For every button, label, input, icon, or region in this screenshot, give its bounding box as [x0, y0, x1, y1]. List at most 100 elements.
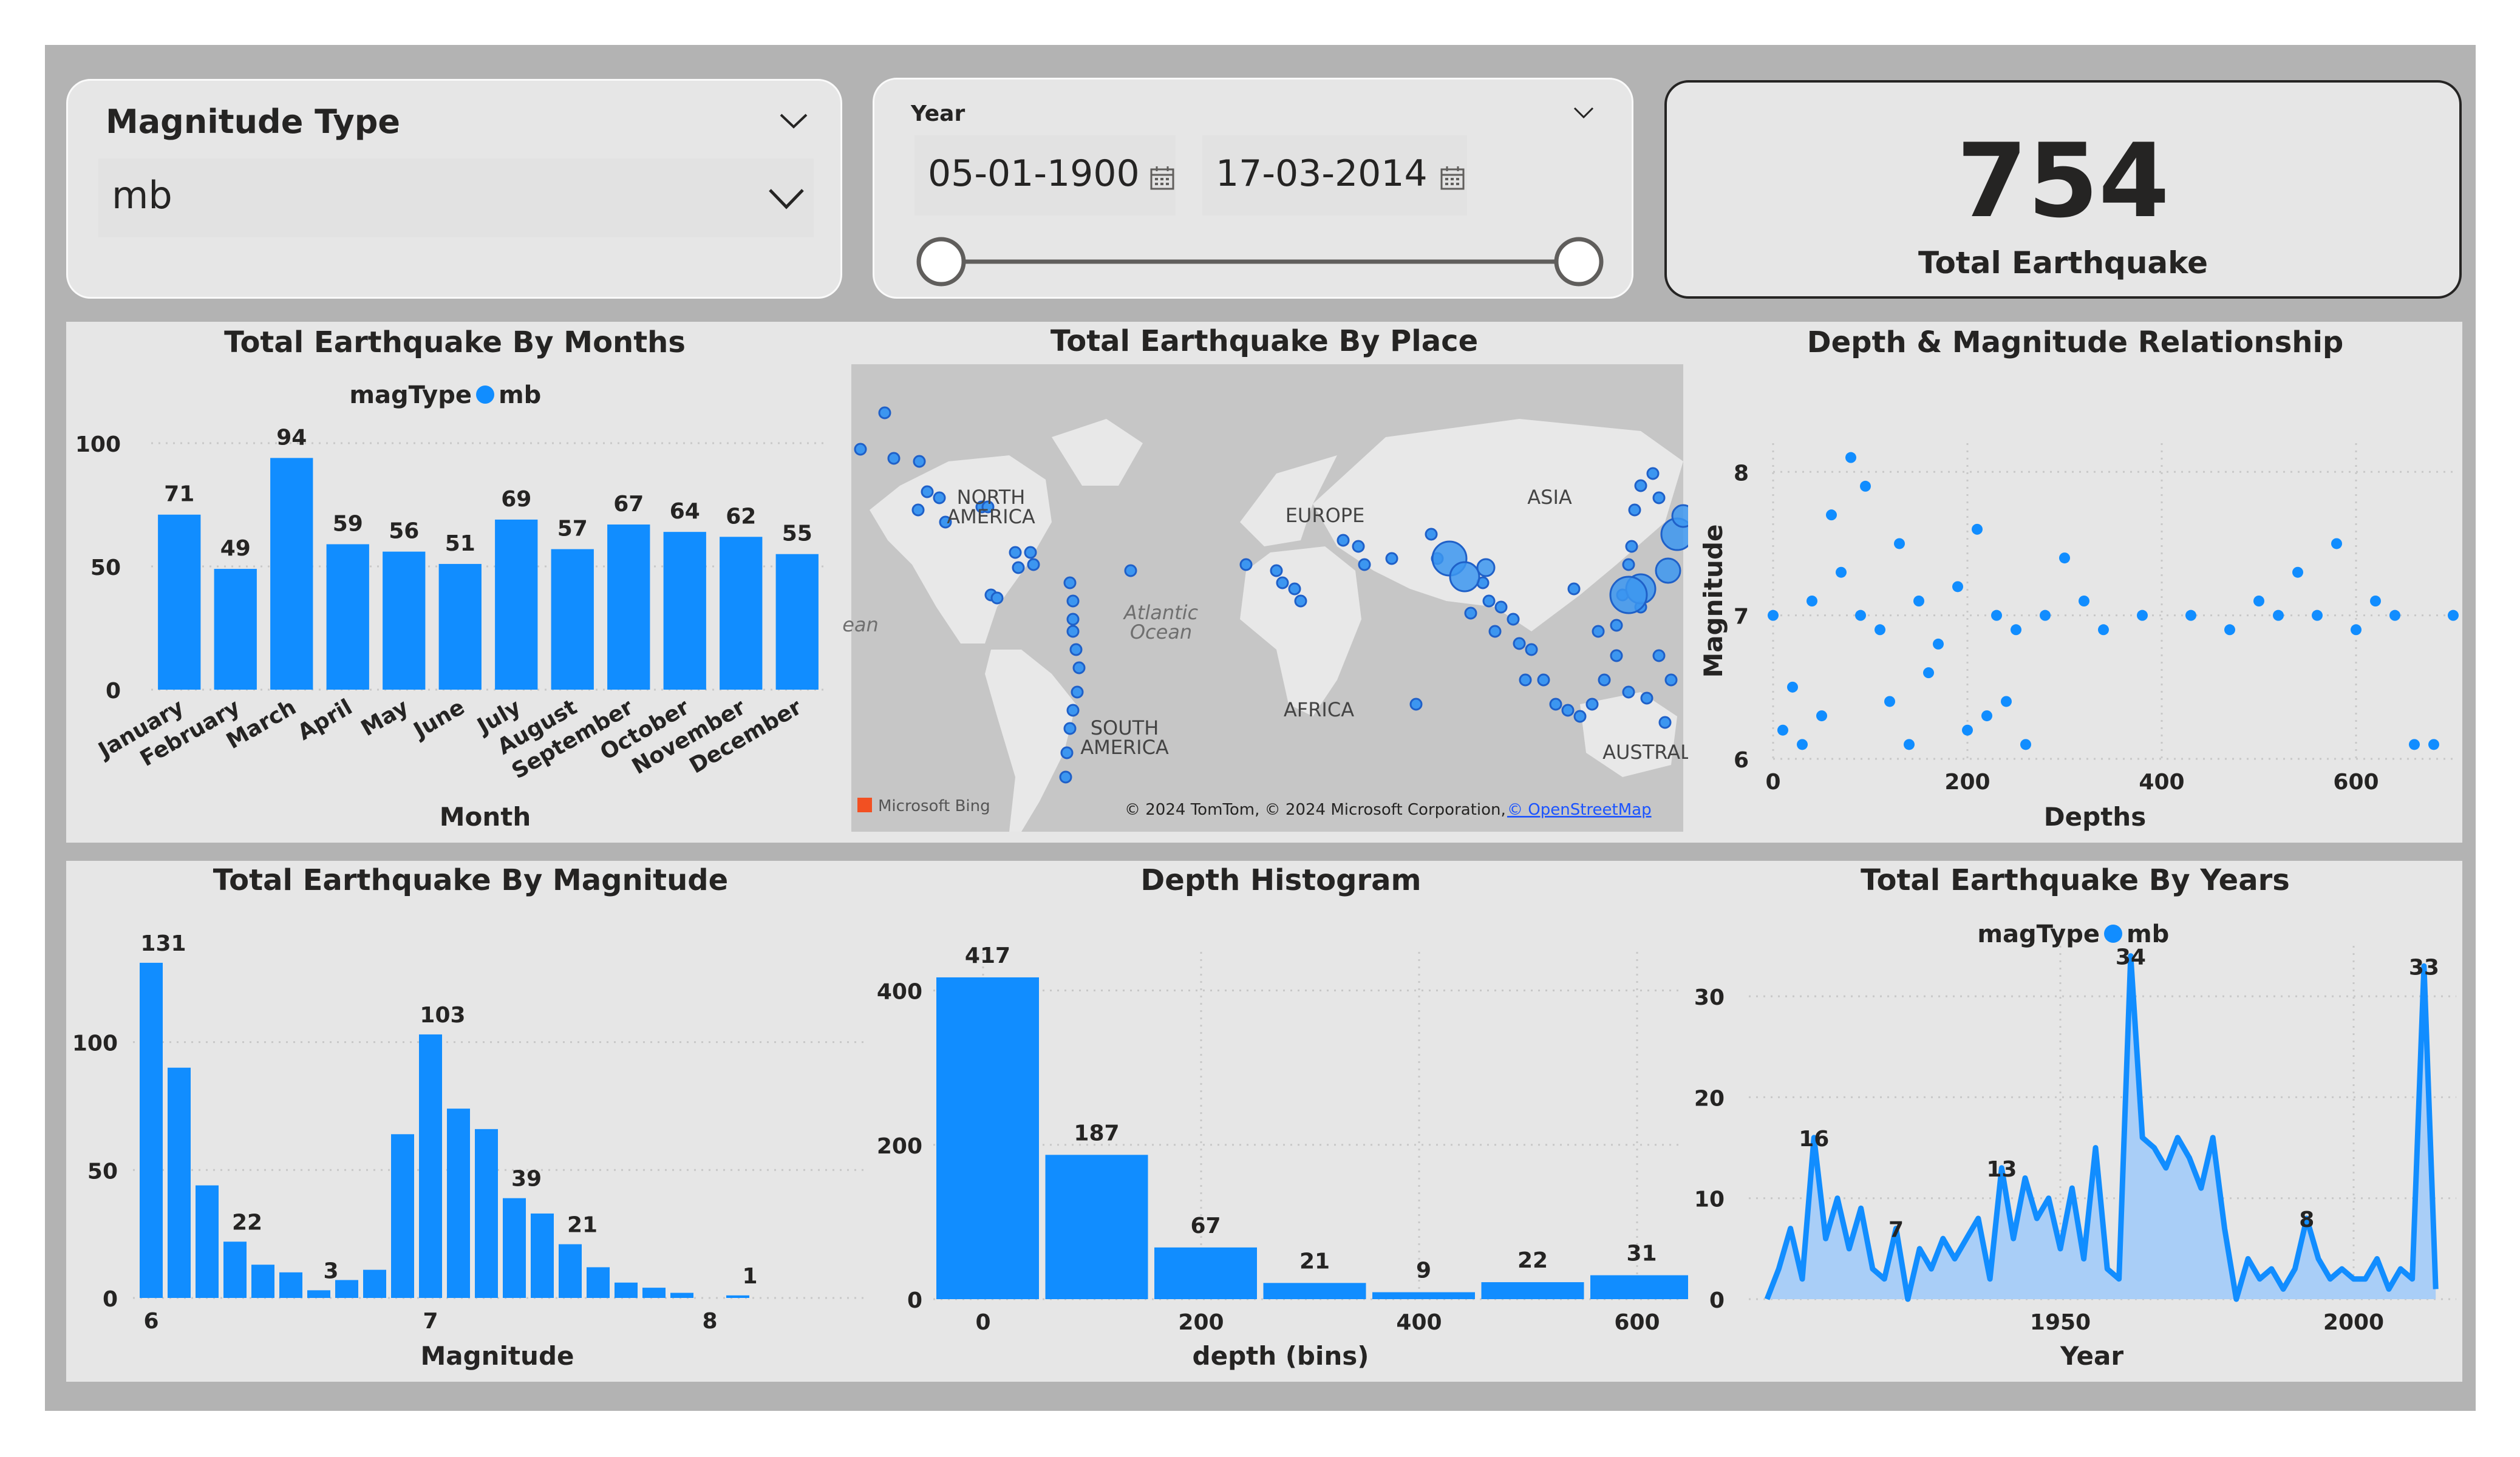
scatter-point: [2253, 596, 2264, 606]
data-label: 1: [742, 1264, 757, 1289]
bar: [775, 554, 819, 690]
earthquake-marker: [981, 500, 995, 514]
bar: [307, 1290, 330, 1298]
scatter-point: [1826, 509, 1837, 521]
bar: [214, 569, 257, 690]
data-label: 34: [2116, 945, 2146, 970]
x-axis-title: Magnitude: [420, 1341, 574, 1371]
y-axis-title: Magnitude: [1698, 524, 1728, 678]
map-attribution-link: © OpenStreetMap: [1507, 801, 1652, 819]
bing-label: Microsoft Bing: [878, 797, 990, 815]
earthquake-marker: [1622, 558, 1635, 571]
histogram-plot: 0 200 400 0 200 400 600 417 187 67 21 9 22 31 depth (b…: [877, 943, 1693, 1371]
earthquake-by-years-chart[interactable]: Total Earthquake By Years 0 10 20 30 1950 200…: [1688, 861, 2462, 1382]
date-range-slider[interactable]: [874, 80, 1635, 301]
scatter-point: [1768, 610, 1779, 621]
earthquake-marker: [1066, 704, 1080, 717]
earthquake-marker: [1409, 698, 1423, 711]
earthquake-marker: [1494, 600, 1508, 614]
scatter-point: [1981, 710, 1992, 722]
scatter-point: [1884, 696, 1895, 707]
data-label: 67: [1190, 1214, 1221, 1238]
year-range-slicer[interactable]: Year 05-01-1900 17-03-2014: [873, 78, 1633, 299]
scatter-point: [1777, 724, 1788, 736]
slider-end-handle[interactable]: [1554, 237, 1604, 287]
earthquake-marker: [1625, 540, 1638, 553]
earthquake-by-magnitude-chart[interactable]: Total Earthquake By Magnitude 0 50 100 6 7 8 1…: [66, 861, 875, 1382]
chevron-down-icon[interactable]: [1573, 106, 1595, 120]
bar: [251, 1265, 274, 1298]
bar: [438, 563, 482, 690]
earthquake-by-place-map[interactable]: Total Earthquake By Place NORTH AMERICA EU…: [839, 322, 1695, 843]
magnitude-type-slicer[interactable]: Magnitude Type mb: [66, 79, 842, 299]
map-label: AUSTRAL: [1602, 741, 1691, 764]
earthquake-marker: [1652, 649, 1666, 662]
bar: [1590, 1275, 1693, 1299]
land-mass: [1313, 419, 1683, 631]
x-tick-label: April: [294, 695, 357, 745]
calendar-icon[interactable]: [1150, 166, 1174, 190]
earthquake-marker-large: [1655, 557, 1681, 584]
y-tick-label: 6: [1734, 748, 1749, 773]
y-tick-label: 30: [1694, 985, 1725, 1010]
earthquake-marker: [878, 406, 891, 419]
depth-magnitude-scatter-chart[interactable]: Depth & Magnitude Relationship 6 7 8 0 200 40…: [1688, 322, 2462, 843]
calendar-icon[interactable]: [1440, 166, 1465, 190]
earthquake-marker: [1066, 613, 1080, 626]
earthquake-marker: [1592, 625, 1605, 638]
start-date-field[interactable]: 05-01-1900: [914, 135, 1176, 216]
chevron-down-icon[interactable]: [778, 112, 809, 131]
scatter-point: [1816, 710, 1827, 722]
x-axis-title: Depths: [2044, 802, 2146, 832]
earthquake-marker: [1337, 534, 1350, 547]
chart-title: Depth & Magnitude Relationship: [1807, 325, 2344, 359]
scatter-point: [1807, 596, 1817, 606]
data-label: 21: [1299, 1249, 1330, 1274]
y-tick-label: 20: [1694, 1086, 1725, 1111]
map-label: Atlantic: [1123, 601, 1199, 624]
scatter-point: [2020, 739, 2031, 750]
earthquake-marker: [939, 515, 952, 529]
data-label: 103: [420, 1003, 465, 1028]
data-label: 51: [445, 531, 475, 556]
map-label: AMERICA: [947, 505, 1035, 528]
data-label: 57: [557, 517, 588, 542]
y-tick-label: 400: [877, 980, 922, 1005]
earthquake-marker: [1385, 552, 1398, 565]
x-tick-label: 400: [2139, 770, 2184, 795]
data-label: 62: [726, 504, 756, 529]
earthquake-marker: [1352, 540, 1365, 553]
earthquake-marker: [1652, 491, 1666, 504]
y-tick-label: 0: [103, 1287, 118, 1312]
earthquake-marker: [854, 443, 867, 456]
chevron-down-icon: [769, 189, 804, 209]
depth-histogram-chart[interactable]: Depth Histogram 0 200 400 0 200 400 600 417 187 6…: [873, 861, 1693, 1382]
earthquake-marker: [921, 485, 934, 498]
earthquake-marker: [1063, 576, 1077, 589]
earthquake-by-months-chart[interactable]: Total Earthquake By Months 0 50 100 magType…: [66, 322, 843, 843]
x-tick-label: 600: [1614, 1310, 1660, 1335]
earthquake-marker: [1513, 637, 1526, 650]
earthquake-marker: [1561, 704, 1575, 717]
earthquake-marker: [1549, 698, 1562, 711]
data-label: 94: [276, 425, 307, 450]
scatter-point: [2351, 624, 2362, 636]
data-label: 22: [232, 1210, 262, 1235]
chart-title: Total Earthquake By Magnitude: [213, 863, 729, 897]
slider-start-handle[interactable]: [916, 237, 966, 287]
scatter-point: [1787, 681, 1798, 693]
scatter-point: [1913, 596, 1924, 606]
earthquake-marker: [1567, 582, 1581, 596]
scatter-point: [1904, 739, 1915, 750]
earthquake-marker: [1066, 625, 1080, 638]
legend-marker: [2104, 925, 2122, 943]
legend-title: magType: [349, 381, 472, 409]
map-label: AMERICA: [1080, 736, 1169, 759]
data-label: 7: [1888, 1218, 1904, 1243]
end-date-field[interactable]: 17-03-2014: [1202, 135, 1467, 216]
x-tick-label: 600: [2333, 770, 2379, 795]
bar: [335, 1280, 358, 1298]
magnitude-type-dropdown[interactable]: mb: [98, 158, 814, 237]
bar: [495, 519, 538, 690]
